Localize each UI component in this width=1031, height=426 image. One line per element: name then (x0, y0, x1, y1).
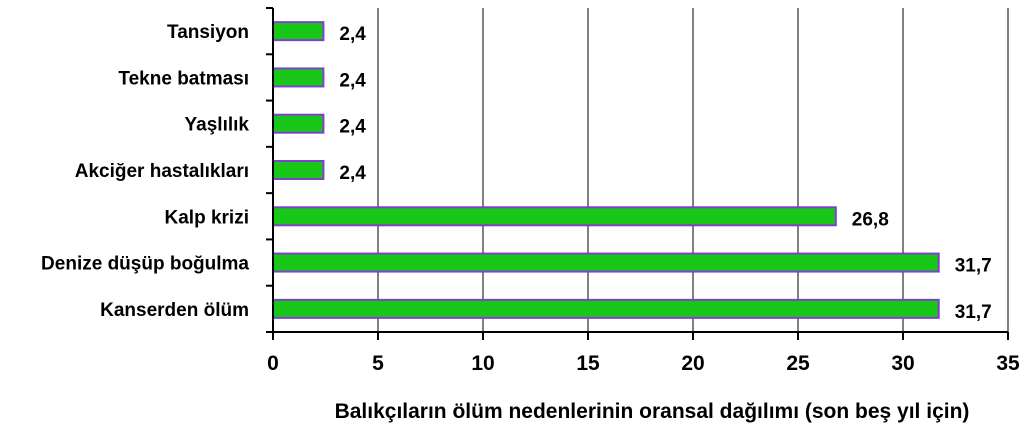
category-label: Denize düşüp boğulma (41, 254, 249, 275)
data-label: 2,4 (339, 24, 366, 45)
data-label: 2,4 (339, 163, 366, 184)
category-label: Tekne batması (118, 68, 249, 89)
axes (266, 7, 1009, 340)
data-label: 31,7 (955, 256, 992, 277)
gridlines (377, 8, 1009, 332)
bar (272, 21, 325, 42)
bar (272, 67, 325, 88)
bar (272, 298, 940, 319)
x-axis-title: Balıkçıların ölüm nedenlerinin oransal d… (335, 400, 970, 423)
x-tick-label: 25 (786, 352, 810, 375)
x-tick-label: 35 (996, 352, 1020, 375)
x-tick-label: 15 (576, 352, 600, 375)
bar (272, 206, 837, 227)
bar (272, 113, 325, 134)
data-label: 2,4 (339, 117, 366, 138)
labels: 0 5 10 15 20 25 30 35 Tansiyon 2,4 Tekne batması 2,… (41, 22, 1020, 375)
x-tick-label: 10 (471, 352, 494, 375)
category-label: Akciğer hastalıkları (75, 161, 249, 182)
data-label: 31,7 (955, 302, 992, 323)
data-label: 2,4 (339, 70, 366, 91)
category-label: Kanserden ölüm (100, 300, 249, 321)
bar (272, 252, 940, 273)
x-tick-label: 20 (681, 352, 704, 375)
category-label: Tansiyon (167, 22, 249, 43)
x-tick-label: 30 (891, 352, 914, 375)
bars (272, 21, 940, 319)
x-tick-label: 0 (267, 352, 279, 375)
data-label: 26,8 (852, 209, 889, 230)
x-tick-label: 5 (372, 352, 384, 375)
bar (272, 160, 325, 180)
category-label: Yaşlılık (185, 115, 250, 136)
category-label: Kalp krizi (165, 207, 249, 228)
